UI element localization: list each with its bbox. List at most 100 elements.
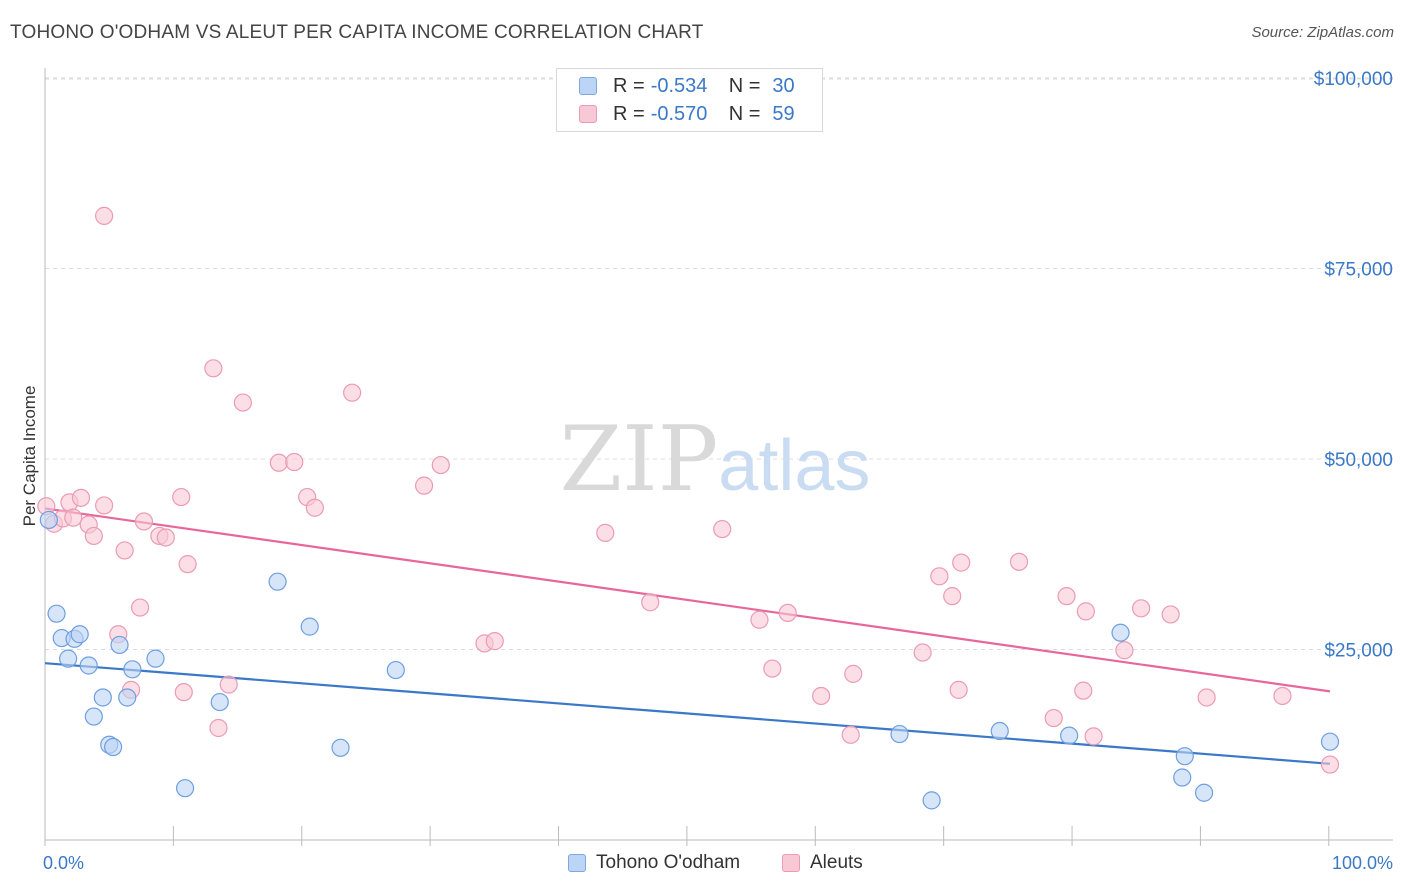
point-tohono xyxy=(210,692,229,712)
point-aleuts xyxy=(949,680,968,699)
point-tohono xyxy=(1194,783,1214,802)
point-aleuts xyxy=(305,498,324,517)
legend-row-aleuts: R = -0.570 N = 59 xyxy=(579,101,795,127)
bottom-legend-aleuts: Aleuts xyxy=(782,852,863,874)
point-tohono xyxy=(146,649,165,668)
trend-line-tohono xyxy=(44,662,1331,765)
point-aleuts xyxy=(156,528,175,547)
point-aleuts xyxy=(485,632,504,651)
tick-labels: $25,000 $50,000 $75,000 $100,000 0.0% 100.0% xyxy=(43,69,1393,873)
point-tohono xyxy=(39,510,58,530)
point-aleuts xyxy=(641,593,660,612)
point-aleuts xyxy=(178,555,197,574)
point-aleuts xyxy=(134,512,154,531)
point-aleuts xyxy=(1273,686,1292,706)
point-tohono xyxy=(331,738,350,757)
point-tohono xyxy=(118,688,137,707)
point-aleuts xyxy=(95,206,114,225)
point-aleuts xyxy=(172,487,191,507)
point-aleuts xyxy=(713,519,732,539)
y-tick-label: $75,000 xyxy=(1324,259,1393,280)
x-tick-label-end: 100.0% xyxy=(1332,853,1393,873)
legend-row-tohono: R = -0.534 N = 30 xyxy=(579,73,795,99)
point-aleuts xyxy=(1132,599,1151,618)
point-aleuts xyxy=(943,587,962,606)
watermark-zip: ZIP xyxy=(560,407,719,512)
legend-swatch-tohono xyxy=(579,77,597,95)
legend-r-label: R = xyxy=(613,102,645,125)
watermark-atlas: atlas xyxy=(718,426,870,506)
point-tohono xyxy=(59,649,78,668)
point-aleuts xyxy=(812,686,831,706)
point-tohono xyxy=(84,707,103,726)
point-tohono xyxy=(175,779,195,798)
point-aleuts xyxy=(233,393,252,412)
trend-lines xyxy=(44,507,1331,765)
legend-r-value-tohono: -0.534 xyxy=(650,74,708,97)
point-aleuts xyxy=(841,725,860,744)
bottom-legend-label-aleuts: Aleuts xyxy=(810,852,863,873)
point-aleuts xyxy=(1044,708,1063,728)
legend-n-value-aleuts: 59 xyxy=(772,102,795,125)
point-aleuts xyxy=(778,603,797,623)
point-tohono xyxy=(110,635,129,655)
point-tohono xyxy=(386,660,405,680)
legend-n-label: N = xyxy=(728,102,761,125)
point-aleuts xyxy=(1057,587,1076,606)
point-aleuts xyxy=(1074,681,1093,700)
source-label: Source: ZipAtlas.com xyxy=(1251,24,1394,41)
legend-r-value-aleuts: -0.570 xyxy=(650,102,708,125)
legend-n-label: N = xyxy=(728,74,761,97)
point-aleuts xyxy=(1076,602,1095,621)
point-aleuts xyxy=(1115,641,1134,660)
trend-line-aleuts xyxy=(44,507,1331,693)
point-aleuts xyxy=(596,523,615,542)
legend-swatch-aleuts xyxy=(579,105,597,123)
chart-title: TOHONO O'ODHAM VS ALEUT PER CAPITA INCOM… xyxy=(10,22,704,43)
point-aleuts xyxy=(913,643,932,662)
y-tick-label: $25,000 xyxy=(1324,640,1393,661)
point-aleuts xyxy=(763,659,782,678)
point-aleuts xyxy=(750,610,769,629)
legend-n-value-tohono: 30 xyxy=(772,74,795,97)
bottom-legend-label-tohono: Tohono O'odham xyxy=(596,852,741,873)
point-aleuts xyxy=(930,567,949,586)
point-tohono xyxy=(300,617,319,636)
point-tohono xyxy=(1173,768,1192,787)
point-aleuts xyxy=(204,359,223,378)
point-tohono xyxy=(990,721,1009,741)
point-aleuts xyxy=(952,553,971,572)
x-tick-label-start: 0.0% xyxy=(43,853,84,873)
point-aleuts xyxy=(1084,727,1103,746)
point-tohono xyxy=(922,791,941,810)
point-aleuts xyxy=(115,541,134,560)
point-aleuts xyxy=(209,718,228,738)
point-aleuts xyxy=(174,683,193,702)
point-tohono xyxy=(104,737,123,757)
bottom-legend-swatch-tohono xyxy=(568,854,586,872)
point-tohono xyxy=(70,625,89,644)
point-tohono xyxy=(268,572,287,591)
point-tohono xyxy=(47,604,66,623)
point-aleuts xyxy=(1161,605,1180,624)
point-aleuts xyxy=(84,526,103,546)
axes xyxy=(44,68,1393,846)
legend-r-label: R = xyxy=(613,74,645,97)
point-aleuts xyxy=(431,455,450,475)
point-aleuts xyxy=(844,664,863,683)
bottom-legend-tohono: Tohono O'odham xyxy=(568,852,740,874)
point-aleuts xyxy=(219,675,238,694)
point-aleuts xyxy=(269,453,288,472)
point-aleuts xyxy=(130,598,150,617)
point-aleuts xyxy=(1009,552,1029,571)
gridlines xyxy=(45,77,1393,650)
point-tohono xyxy=(123,660,142,679)
point-aleuts xyxy=(343,383,362,402)
point-aleuts xyxy=(95,496,114,515)
data-points xyxy=(37,206,1340,810)
correlation-legend: R = -0.534 N = 30 R = -0.570 N = 59 xyxy=(556,68,823,132)
point-aleuts xyxy=(71,488,91,507)
y-tick-label: $50,000 xyxy=(1324,450,1393,471)
point-tohono xyxy=(1320,732,1340,751)
